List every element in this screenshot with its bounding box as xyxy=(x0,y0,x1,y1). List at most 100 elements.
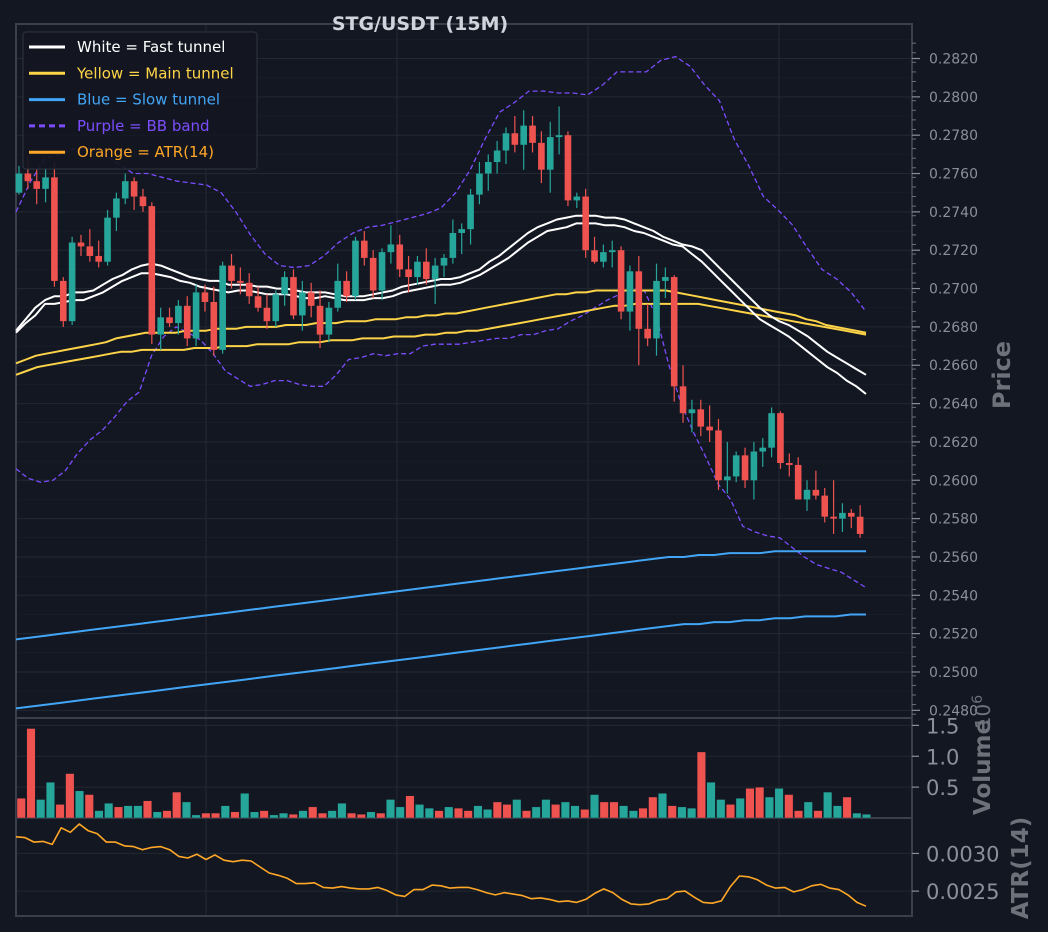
candle-body xyxy=(316,305,324,335)
candle-body xyxy=(467,194,474,230)
volume-bar xyxy=(735,798,745,819)
candle-body xyxy=(591,250,598,262)
volume-bar xyxy=(677,806,687,819)
candle-body xyxy=(856,516,864,534)
candle-body xyxy=(228,265,235,281)
volume-bar xyxy=(133,805,143,819)
candle-body xyxy=(626,271,634,312)
chart-title: STG/USDT (15M) xyxy=(332,13,508,35)
legend: White = Fast tunnel Yellow = Main tunnel B… xyxy=(22,31,258,170)
candle-body xyxy=(511,133,519,145)
volume-bar xyxy=(483,809,493,819)
candle-body xyxy=(361,240,368,258)
candle-body xyxy=(325,307,333,335)
price-tick-label: 0.2500 xyxy=(929,665,978,681)
candle-body xyxy=(290,277,297,316)
candle-body xyxy=(608,250,616,253)
fast-tunnel-upper-line xyxy=(15,214,867,376)
candle-body xyxy=(555,135,563,138)
price-tick-label: 0.2680 xyxy=(929,320,978,336)
volume-bar xyxy=(764,796,774,819)
candle-body xyxy=(396,244,404,270)
candle-body xyxy=(192,292,200,339)
candle-body xyxy=(600,252,607,262)
candle-body xyxy=(573,196,581,201)
volume-bar xyxy=(162,810,172,819)
price-axis-title: Price xyxy=(988,341,1016,409)
candle-body xyxy=(24,173,32,182)
volume-bar xyxy=(405,795,415,819)
candle-body xyxy=(724,476,731,481)
candle-body xyxy=(343,280,350,297)
volume-bar xyxy=(745,788,755,819)
candle-body xyxy=(617,250,625,312)
candle-body xyxy=(564,135,572,201)
volume-bar xyxy=(45,781,55,819)
volume-bar xyxy=(755,786,765,819)
candle-body xyxy=(77,242,85,247)
candle-body xyxy=(493,150,501,163)
volume-bar xyxy=(113,806,123,819)
volume-bar xyxy=(813,810,823,819)
candle-body xyxy=(520,125,527,145)
candle-body xyxy=(272,294,280,322)
candle-body xyxy=(732,455,740,477)
price-tick-label: 0.2780 xyxy=(929,128,978,144)
price-tick-label: 0.2520 xyxy=(929,627,978,643)
volume-bar xyxy=(463,810,473,819)
main-tunnel-lower-line xyxy=(15,302,867,376)
candle-body xyxy=(502,133,510,151)
candle-body xyxy=(219,265,226,350)
volume-bars xyxy=(16,728,872,819)
fast-tunnel-lines xyxy=(15,214,867,395)
candle-body xyxy=(414,261,421,278)
volume-bar xyxy=(181,801,191,819)
candle-body xyxy=(794,464,802,500)
candle-body xyxy=(839,512,846,519)
candle-body xyxy=(715,430,722,481)
volume-bar xyxy=(580,809,590,819)
candle-body xyxy=(821,495,829,517)
volume-bar xyxy=(269,814,279,819)
candle-body xyxy=(812,489,820,496)
legend-box xyxy=(22,31,258,170)
volume-bar xyxy=(16,798,26,819)
volume-bar xyxy=(249,811,259,819)
candle-body xyxy=(51,177,58,281)
candle-body xyxy=(662,277,669,281)
candle-body xyxy=(387,244,395,253)
candle-body xyxy=(476,173,483,195)
y-axes: 0.2480 0.2500 0.2520 0.2540 0.2560 0.2580 0.26… xyxy=(912,42,999,904)
volume-bar xyxy=(65,773,75,819)
candle-body xyxy=(210,301,218,350)
slow-tunnel-lines xyxy=(15,550,866,710)
volume-bar xyxy=(347,812,357,819)
bb-lower-line xyxy=(15,287,867,589)
volume-bar xyxy=(26,728,36,819)
volume-bar xyxy=(386,799,395,819)
volume-bar xyxy=(648,796,658,819)
price-tick-label: 0.2600 xyxy=(929,473,978,489)
price-tick-label: 0.2480 xyxy=(929,703,978,719)
volume-bar xyxy=(512,799,522,819)
candle-body xyxy=(529,125,536,143)
candle-body xyxy=(679,386,687,414)
volume-bar xyxy=(444,806,454,819)
legend-label: Yellow = Main tunnel xyxy=(76,64,234,82)
candle-body xyxy=(352,240,359,297)
price-tick-label: 0.2580 xyxy=(929,512,978,528)
candle-body xyxy=(688,409,696,414)
candle-body xyxy=(237,280,244,283)
candle-body xyxy=(449,232,457,258)
volume-bar xyxy=(211,812,221,819)
candle-body xyxy=(254,296,262,308)
volume-bar xyxy=(376,812,386,819)
volume-bar xyxy=(794,810,803,819)
volume-bar xyxy=(628,810,638,819)
volume-bar xyxy=(502,804,512,819)
volume-axis-title: Volume xyxy=(970,719,996,815)
candle-body xyxy=(121,181,129,199)
candle-body xyxy=(803,489,811,500)
atr-tick-label: 0.0025 xyxy=(926,880,999,904)
candle-body xyxy=(59,280,67,322)
